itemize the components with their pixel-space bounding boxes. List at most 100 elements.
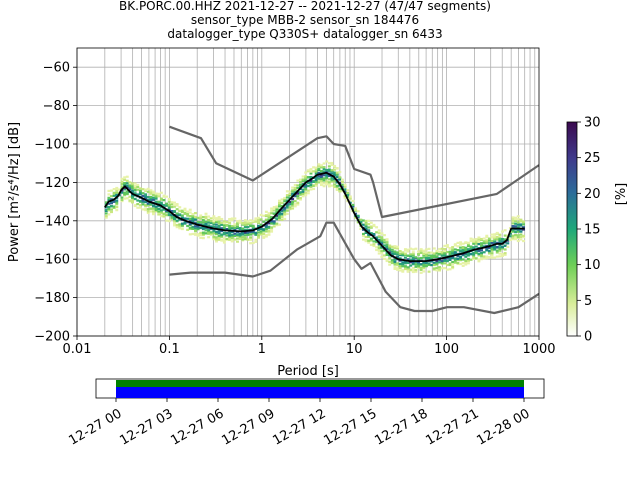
density-cell [338, 176, 342, 179]
density-cell [115, 205, 119, 209]
density-cell [406, 267, 410, 271]
density-cell [417, 260, 421, 264]
density-cell [351, 205, 355, 208]
density-cell [165, 209, 169, 212]
density-cell [343, 190, 347, 193]
density-cell [424, 264, 428, 267]
density-cell [448, 256, 452, 260]
density-cell [440, 261, 444, 264]
density-cell [178, 227, 182, 230]
density-cell [233, 217, 237, 220]
density-cell [136, 193, 140, 196]
density-cell [262, 230, 266, 233]
density-cell [406, 250, 410, 253]
density-cell [359, 227, 363, 230]
density-cell [299, 193, 302, 196]
density-cell [382, 241, 386, 244]
density-cell [448, 268, 452, 271]
density-cell [146, 187, 150, 190]
density-cell [238, 221, 242, 224]
density-cell [173, 220, 176, 223]
density-cell [201, 227, 205, 231]
density-cell [222, 226, 226, 229]
density-cell [249, 233, 253, 236]
density-cell [319, 166, 323, 169]
density-cell [175, 208, 179, 211]
density-cell [493, 248, 497, 251]
density-cell [367, 226, 371, 229]
density-cell [267, 214, 271, 217]
density-cell [401, 254, 405, 257]
density-cell [183, 222, 187, 225]
density-cell [319, 173, 323, 177]
density-cell [514, 233, 518, 237]
density-cell [278, 216, 281, 219]
density-cell [403, 252, 407, 255]
colorbar-tick-label: 10 [584, 258, 601, 273]
density-cell [388, 246, 392, 249]
density-cell [459, 243, 463, 246]
density-cell [180, 209, 184, 212]
density-cell [388, 260, 392, 263]
density-cell [230, 239, 234, 242]
density-cell [173, 222, 176, 225]
density-cell [212, 219, 216, 223]
density-cell [356, 210, 360, 213]
density-cell [516, 239, 520, 243]
density-cell [519, 233, 523, 236]
density-cell [477, 260, 481, 263]
density-cell [356, 214, 360, 217]
density-cell [170, 214, 174, 217]
density-cell [159, 201, 163, 204]
density-cell [233, 232, 237, 235]
density-cell [398, 254, 402, 257]
density-cell [131, 182, 134, 185]
density-cell [432, 255, 436, 259]
density-cell [335, 187, 339, 190]
density-cell [382, 238, 386, 242]
density-cell [138, 204, 142, 207]
density-cell [264, 225, 268, 229]
density-cell [309, 179, 313, 182]
density-cell [411, 266, 415, 270]
density-cell [188, 226, 192, 229]
density-cell [107, 213, 111, 216]
density-cell [445, 244, 449, 247]
density-cell [372, 223, 376, 227]
density-cell [291, 198, 295, 201]
density-cell [388, 249, 392, 252]
density-cell [377, 229, 381, 232]
density-cell [144, 193, 148, 196]
density-cell [154, 205, 158, 208]
density-cell [306, 182, 310, 185]
density-cell [270, 226, 274, 229]
density-cell [495, 249, 499, 252]
density-cell [212, 215, 216, 218]
density-cell [188, 223, 192, 226]
density-cell [401, 261, 405, 264]
density-cell [511, 222, 515, 225]
density-cell [178, 225, 182, 228]
density-cell [343, 196, 347, 199]
density-cell [152, 196, 155, 199]
density-cell [194, 229, 197, 232]
density-cell [288, 202, 292, 205]
density-cell [354, 208, 358, 211]
density-cell [236, 237, 239, 240]
density-cell [296, 192, 300, 195]
density-cell [267, 225, 271, 228]
density-cell [493, 246, 497, 249]
density-cell [217, 216, 221, 219]
density-cell [409, 258, 413, 261]
density-cell [133, 186, 137, 189]
nlnm-line [169, 221, 539, 315]
density-cell [296, 203, 300, 206]
density-cell [251, 219, 255, 223]
density-cell [456, 259, 460, 262]
density-cell [440, 252, 444, 255]
density-cell [144, 188, 148, 191]
density-cell [330, 161, 334, 165]
density-cell [241, 232, 245, 235]
density-cell [503, 244, 507, 247]
density-cell [314, 166, 318, 169]
